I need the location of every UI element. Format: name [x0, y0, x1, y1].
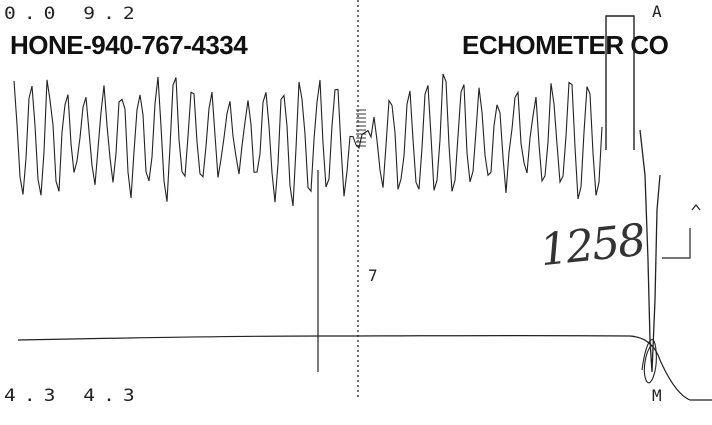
marker-mid: 7: [368, 266, 378, 285]
top-readout: 0.0 9.2: [4, 4, 143, 24]
right-step: [662, 204, 701, 259]
phone-banner: HONE-940-767-4334: [10, 30, 248, 60]
lower-loop: [641, 339, 657, 384]
bottom-readout: 4.3 4.3: [4, 386, 143, 406]
right-spike: [639, 129, 661, 373]
marker-m: M: [652, 386, 662, 405]
baseline-trace: [17, 334, 712, 401]
waveform-trace: [13, 73, 603, 207]
pulse-box: [605, 15, 635, 150]
marker-a: A: [652, 2, 662, 21]
